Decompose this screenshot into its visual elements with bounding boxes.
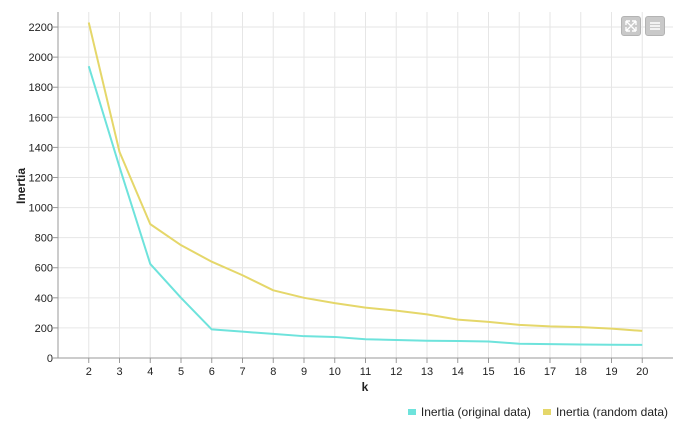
series-line-original — [87, 65, 643, 346]
x-tick-labels: 2 3 4 5 6 7 8 9 10 11 12 13 14 15 16 17 18 19 20 — [86, 366, 649, 378]
legend: Inertia (original data) Inertia (random … — [407, 405, 668, 419]
y-tick-label: 800 — [35, 233, 53, 245]
x-tick-label: 2 — [86, 366, 92, 378]
x-tick-label: 16 — [513, 366, 525, 378]
menu-icon — [650, 22, 660, 30]
x-tick-label: 12 — [390, 366, 402, 378]
y-tick-label: 600 — [35, 263, 53, 275]
series-lines — [87, 22, 643, 346]
x-tick-label: 19 — [605, 366, 617, 378]
x-tick-label: 9 — [301, 366, 307, 378]
legend-item-original[interactable]: Inertia (original data) — [407, 405, 531, 419]
axes — [53, 12, 673, 363]
fullscreen-icon — [625, 20, 637, 32]
y-tick-label: 1400 — [29, 142, 53, 154]
y-tick-label: 0 — [47, 353, 53, 365]
grid-lines — [58, 12, 673, 359]
x-tick-label: 3 — [116, 366, 122, 378]
legend-label-original: Inertia (original data) — [420, 405, 531, 419]
legend-item-random[interactable]: Inertia (random data) — [542, 405, 668, 419]
x-tick-label: 6 — [209, 366, 215, 378]
legend-swatch-random — [542, 409, 551, 415]
y-tick-label: 2200 — [29, 22, 53, 34]
x-axis-title: k — [362, 380, 369, 394]
y-tick-label: 1800 — [29, 82, 53, 94]
x-tick-label: 5 — [178, 366, 184, 378]
legend-swatch-original — [407, 409, 416, 415]
x-tick-label: 11 — [360, 366, 371, 378]
y-tick-label: 1600 — [29, 112, 53, 124]
menu-button[interactable] — [645, 16, 665, 36]
y-tick-label: 1000 — [29, 203, 53, 215]
x-tick-label: 7 — [239, 366, 245, 378]
x-tick-label: 8 — [270, 366, 276, 378]
series-line-random — [87, 22, 643, 332]
x-tick-label: 17 — [544, 366, 556, 378]
x-tick-label: 14 — [452, 366, 464, 378]
y-tick-label: 200 — [35, 323, 53, 335]
legend-label-random: Inertia (random data) — [555, 405, 668, 419]
y-axis-title: Inertia — [14, 168, 28, 204]
x-tick-label: 20 — [636, 366, 648, 378]
x-tick-label: 10 — [329, 366, 341, 378]
y-tick-label: 400 — [35, 293, 53, 305]
y-tick-labels: 0 200 400 600 800 1000 1200 1400 1600 1800 2000 220… — [29, 22, 53, 365]
x-tick-label: 15 — [482, 366, 494, 378]
y-tick-label: 2000 — [29, 52, 53, 64]
x-tick-label: 18 — [575, 366, 587, 378]
fullscreen-button[interactable] — [621, 16, 641, 36]
x-tick-label: 4 — [147, 366, 153, 378]
x-tick-label: 13 — [421, 366, 433, 378]
y-tick-label: 1200 — [29, 172, 53, 184]
